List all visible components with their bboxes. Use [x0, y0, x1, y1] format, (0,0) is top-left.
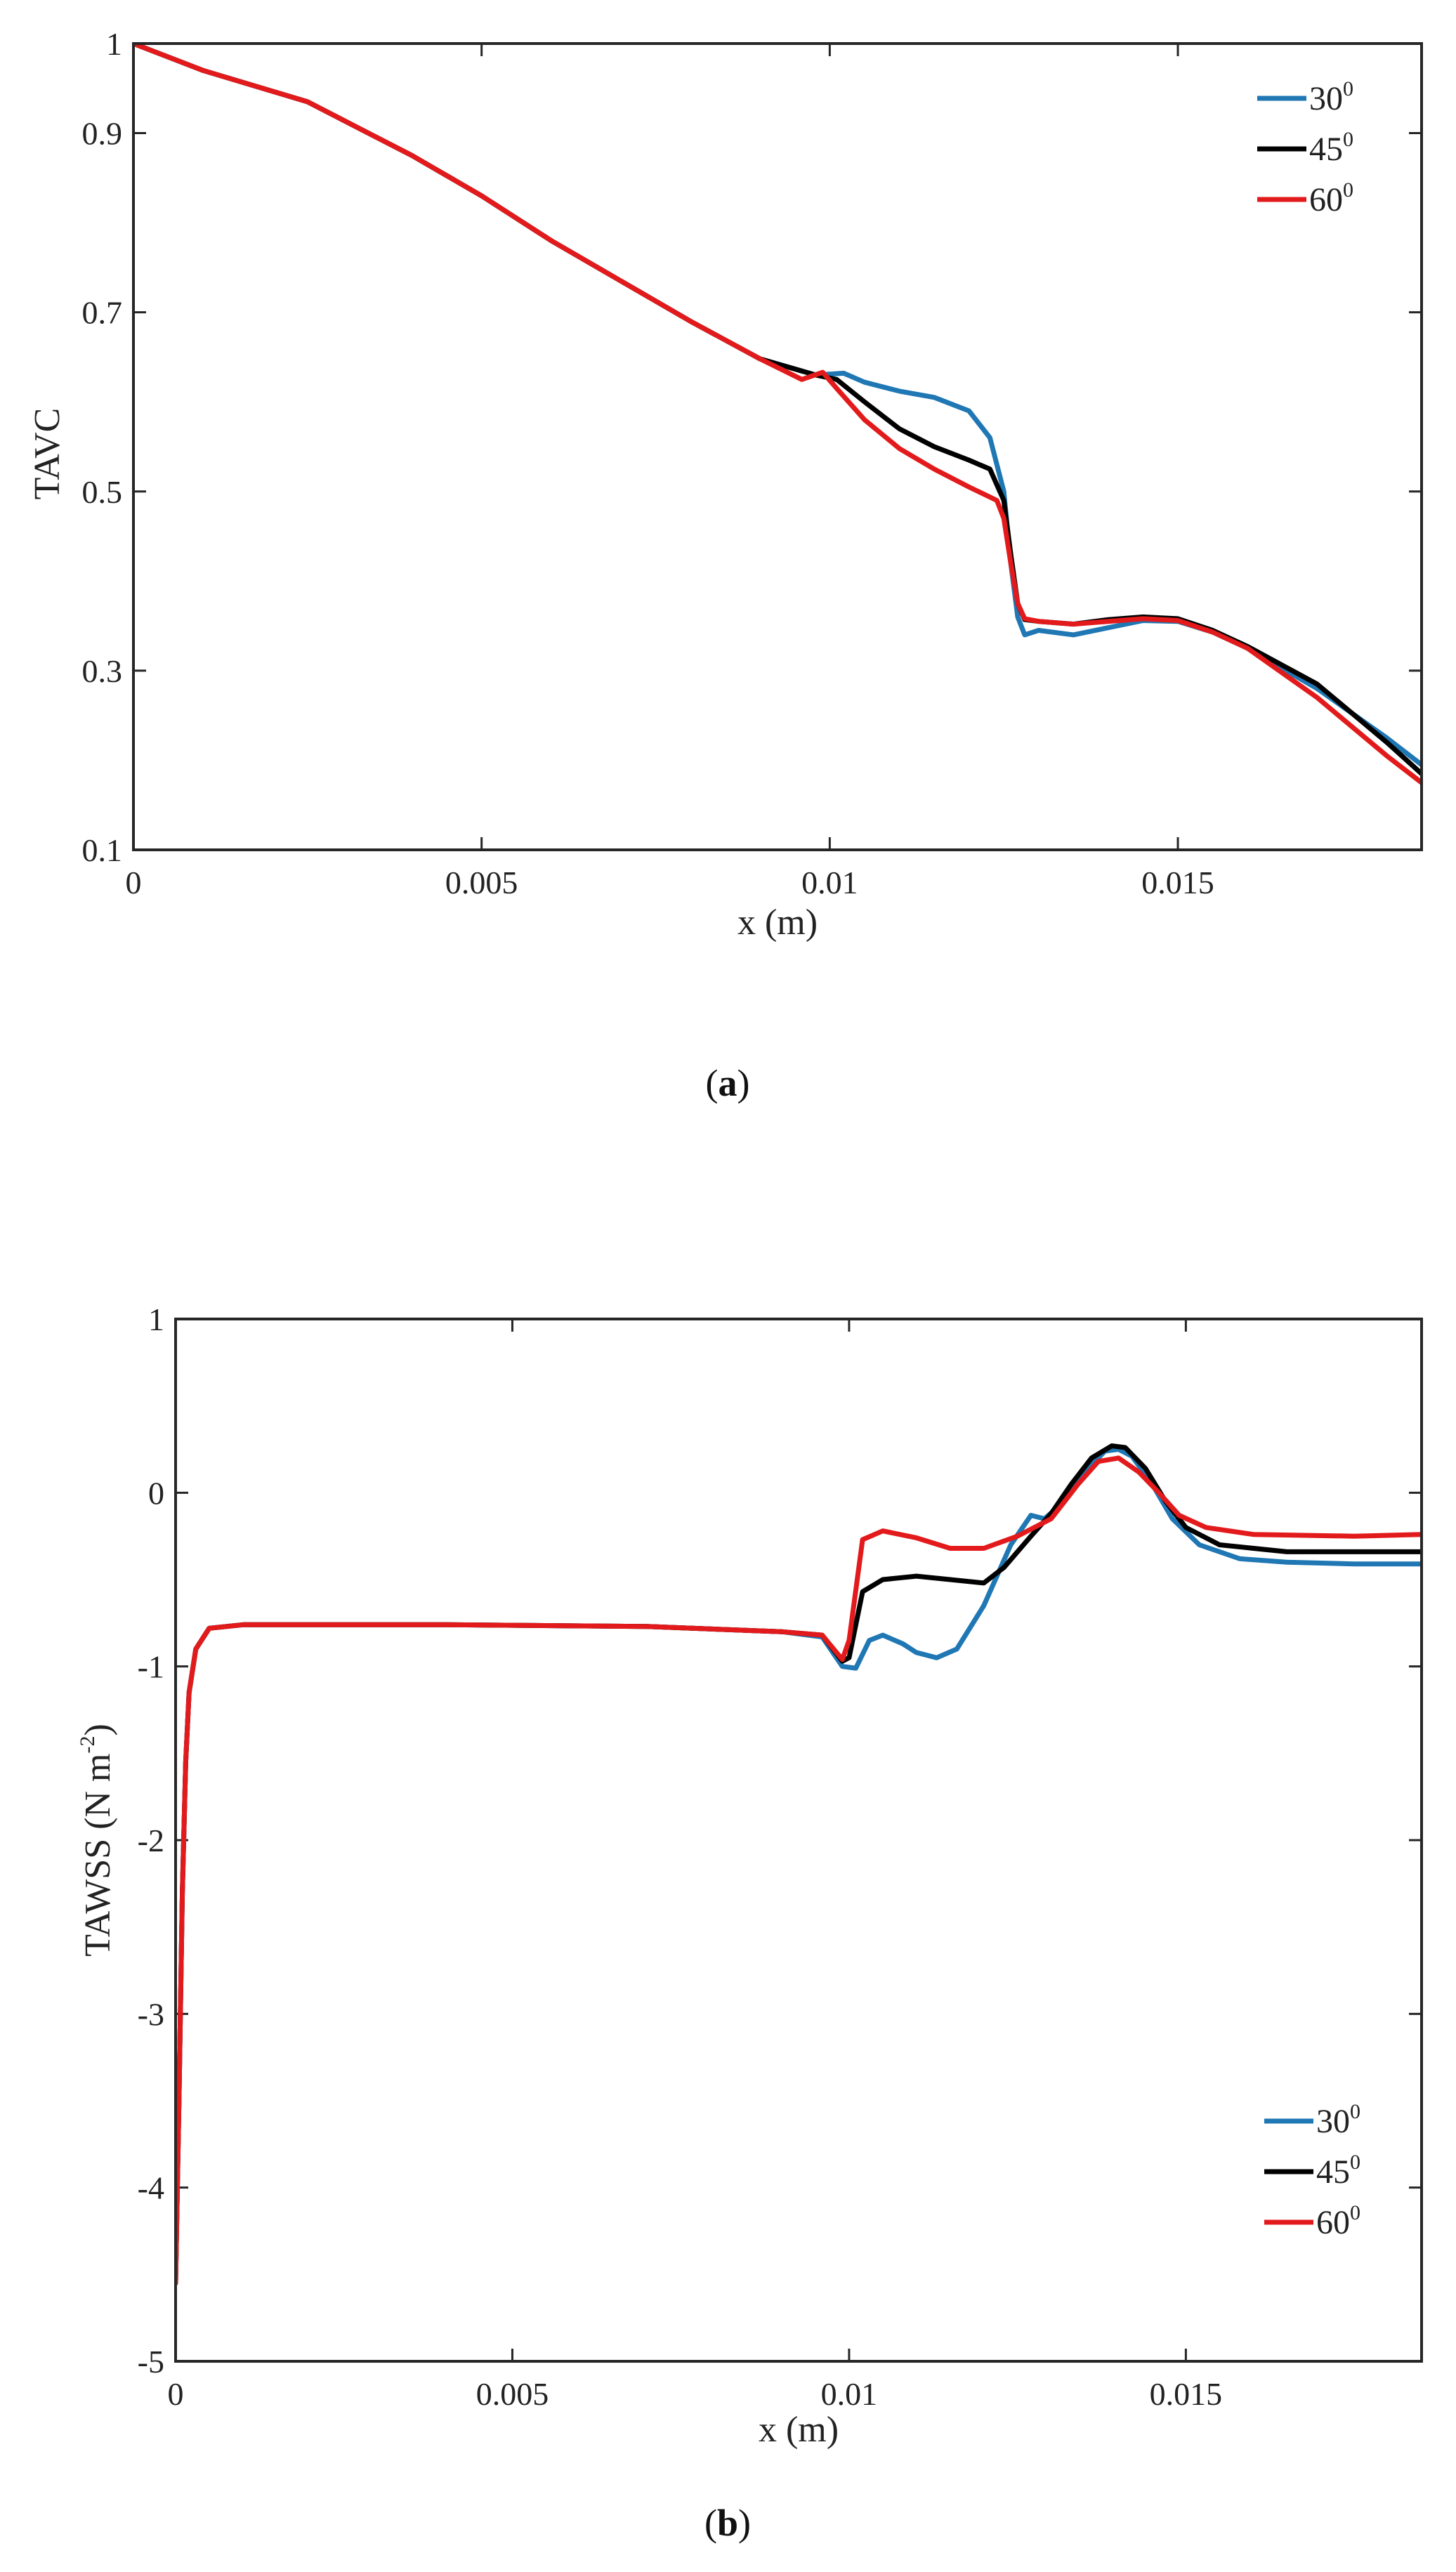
chart-b-y-tick-label: -2 — [138, 1823, 164, 1858]
chart-b-legend-label-60: 600 — [1316, 2201, 1360, 2241]
chart-a-legend-label-main: 45 — [1309, 131, 1343, 168]
chart-a-x-tick-label: 0.005 — [445, 865, 518, 900]
chart-a-legend-label-main: 60 — [1309, 181, 1343, 218]
chart-b-y-tick-label: -1 — [138, 1649, 164, 1685]
chart-b-y-tick-label: -4 — [138, 2170, 164, 2206]
chart-a-legend-label-sup: 0 — [1343, 178, 1353, 202]
chart-a-y-tick-label: 0.1 — [82, 832, 123, 868]
chart-a-x-tick-label: 0.015 — [1141, 865, 1214, 900]
chart-b-x-tick-label: 0.01 — [821, 2376, 878, 2412]
chart-b-legend-label-45: 450 — [1316, 2151, 1360, 2191]
chart-b-series-30 — [176, 1447, 1422, 2286]
chart-a-series-60 — [133, 44, 1422, 785]
chart-b-y-axis-title-sup: -2 — [76, 1736, 99, 1754]
chart-a-legend-label-30: 300 — [1309, 77, 1353, 117]
chart-a: 0 0.005 0.01 0.015 0.1 0.3 0.5 0.7 0.9 1 x (m) TA… — [27, 26, 1423, 1104]
chart-b-series — [176, 1443, 1422, 2286]
chart-b-legend-label-main: 30 — [1316, 2103, 1350, 2140]
chart-b-legend-label-sup: 0 — [1350, 2100, 1360, 2123]
chart-b: 0 0.005 0.01 0.015 -5 -4 -3 -2 -1 0 1 x (m) TAWSS … — [76, 1301, 1423, 2544]
chart-b-y-axis-title: TAWSS (N m-2) — [76, 1724, 118, 1957]
chart-b-y-axis-title-main: TAWSS (N m — [78, 1754, 118, 1957]
chart-b-y-tick-label: 0 — [148, 1475, 164, 1511]
chart-a-legend-label-main: 30 — [1309, 80, 1343, 117]
chart-b-x-tick-label: 0.015 — [1150, 2376, 1223, 2412]
chart-b-y-axis-title-end: ) — [78, 1724, 118, 1736]
chart-b-axes: 0 0.005 0.01 0.015 -5 -4 -3 -2 -1 0 1 — [138, 1301, 1422, 2412]
chart-a-y-tick-label: 1 — [106, 26, 122, 62]
chart-a-x-tick-label: 0 — [126, 865, 142, 900]
chart-a-y-tick-label: 0.5 — [82, 474, 123, 510]
chart-a-x-axis-title: x (m) — [737, 903, 818, 943]
chart-a-y-tick-label: 0.3 — [82, 653, 123, 689]
chart-b-x-axis-title: x (m) — [759, 2410, 839, 2450]
chart-b-caption-letter: b — [717, 2502, 738, 2544]
chart-a-series — [133, 44, 1422, 785]
chart-a-legend-label-45: 450 — [1309, 128, 1353, 168]
chart-a-caption: (a) — [706, 1062, 750, 1104]
chart-a-legend-label-60: 600 — [1309, 178, 1353, 218]
chart-b-series-60 — [176, 1455, 1422, 2286]
chart-b-y-tick-label: 1 — [148, 1301, 164, 1337]
chart-b-legend-label-main: 45 — [1316, 2153, 1350, 2191]
chart-b-series-45 — [176, 1443, 1422, 2286]
chart-a-caption-letter: a — [719, 1062, 737, 1104]
chart-a-axes: 0 0.005 0.01 0.015 0.1 0.3 0.5 0.7 0.9 1 — [82, 26, 1422, 900]
chart-b-x-tick-label: 0.005 — [476, 2376, 549, 2412]
chart-a-legend-label-sup: 0 — [1343, 77, 1353, 100]
chart-b-legend-label-sup: 0 — [1350, 2151, 1360, 2174]
chart-b-frame — [174, 1318, 1423, 2363]
chart-a-y-tick-label: 0.7 — [82, 295, 123, 331]
chart-a-y-axis-title: TAVC — [27, 408, 67, 500]
chart-b-legend-label-30: 300 — [1316, 2100, 1360, 2140]
chart-a-y-tick-label: 0.9 — [82, 116, 123, 152]
chart-b-legend-label-sup: 0 — [1350, 2201, 1360, 2224]
chart-a-frame — [132, 42, 1423, 851]
chart-a-series-45 — [133, 44, 1422, 777]
chart-a-legend-label-sup: 0 — [1343, 128, 1353, 151]
chart-b-y-tick-label: -3 — [138, 1996, 164, 2032]
chart-b-caption: (b) — [704, 2502, 751, 2544]
chart-a-series-30 — [133, 44, 1422, 768]
chart-b-x-tick-label: 0 — [168, 2376, 184, 2412]
chart-b-y-tick-label: -5 — [138, 2344, 164, 2380]
chart-b-legend-label-main: 60 — [1316, 2204, 1350, 2241]
chart-a-x-tick-label: 0.01 — [801, 865, 858, 900]
